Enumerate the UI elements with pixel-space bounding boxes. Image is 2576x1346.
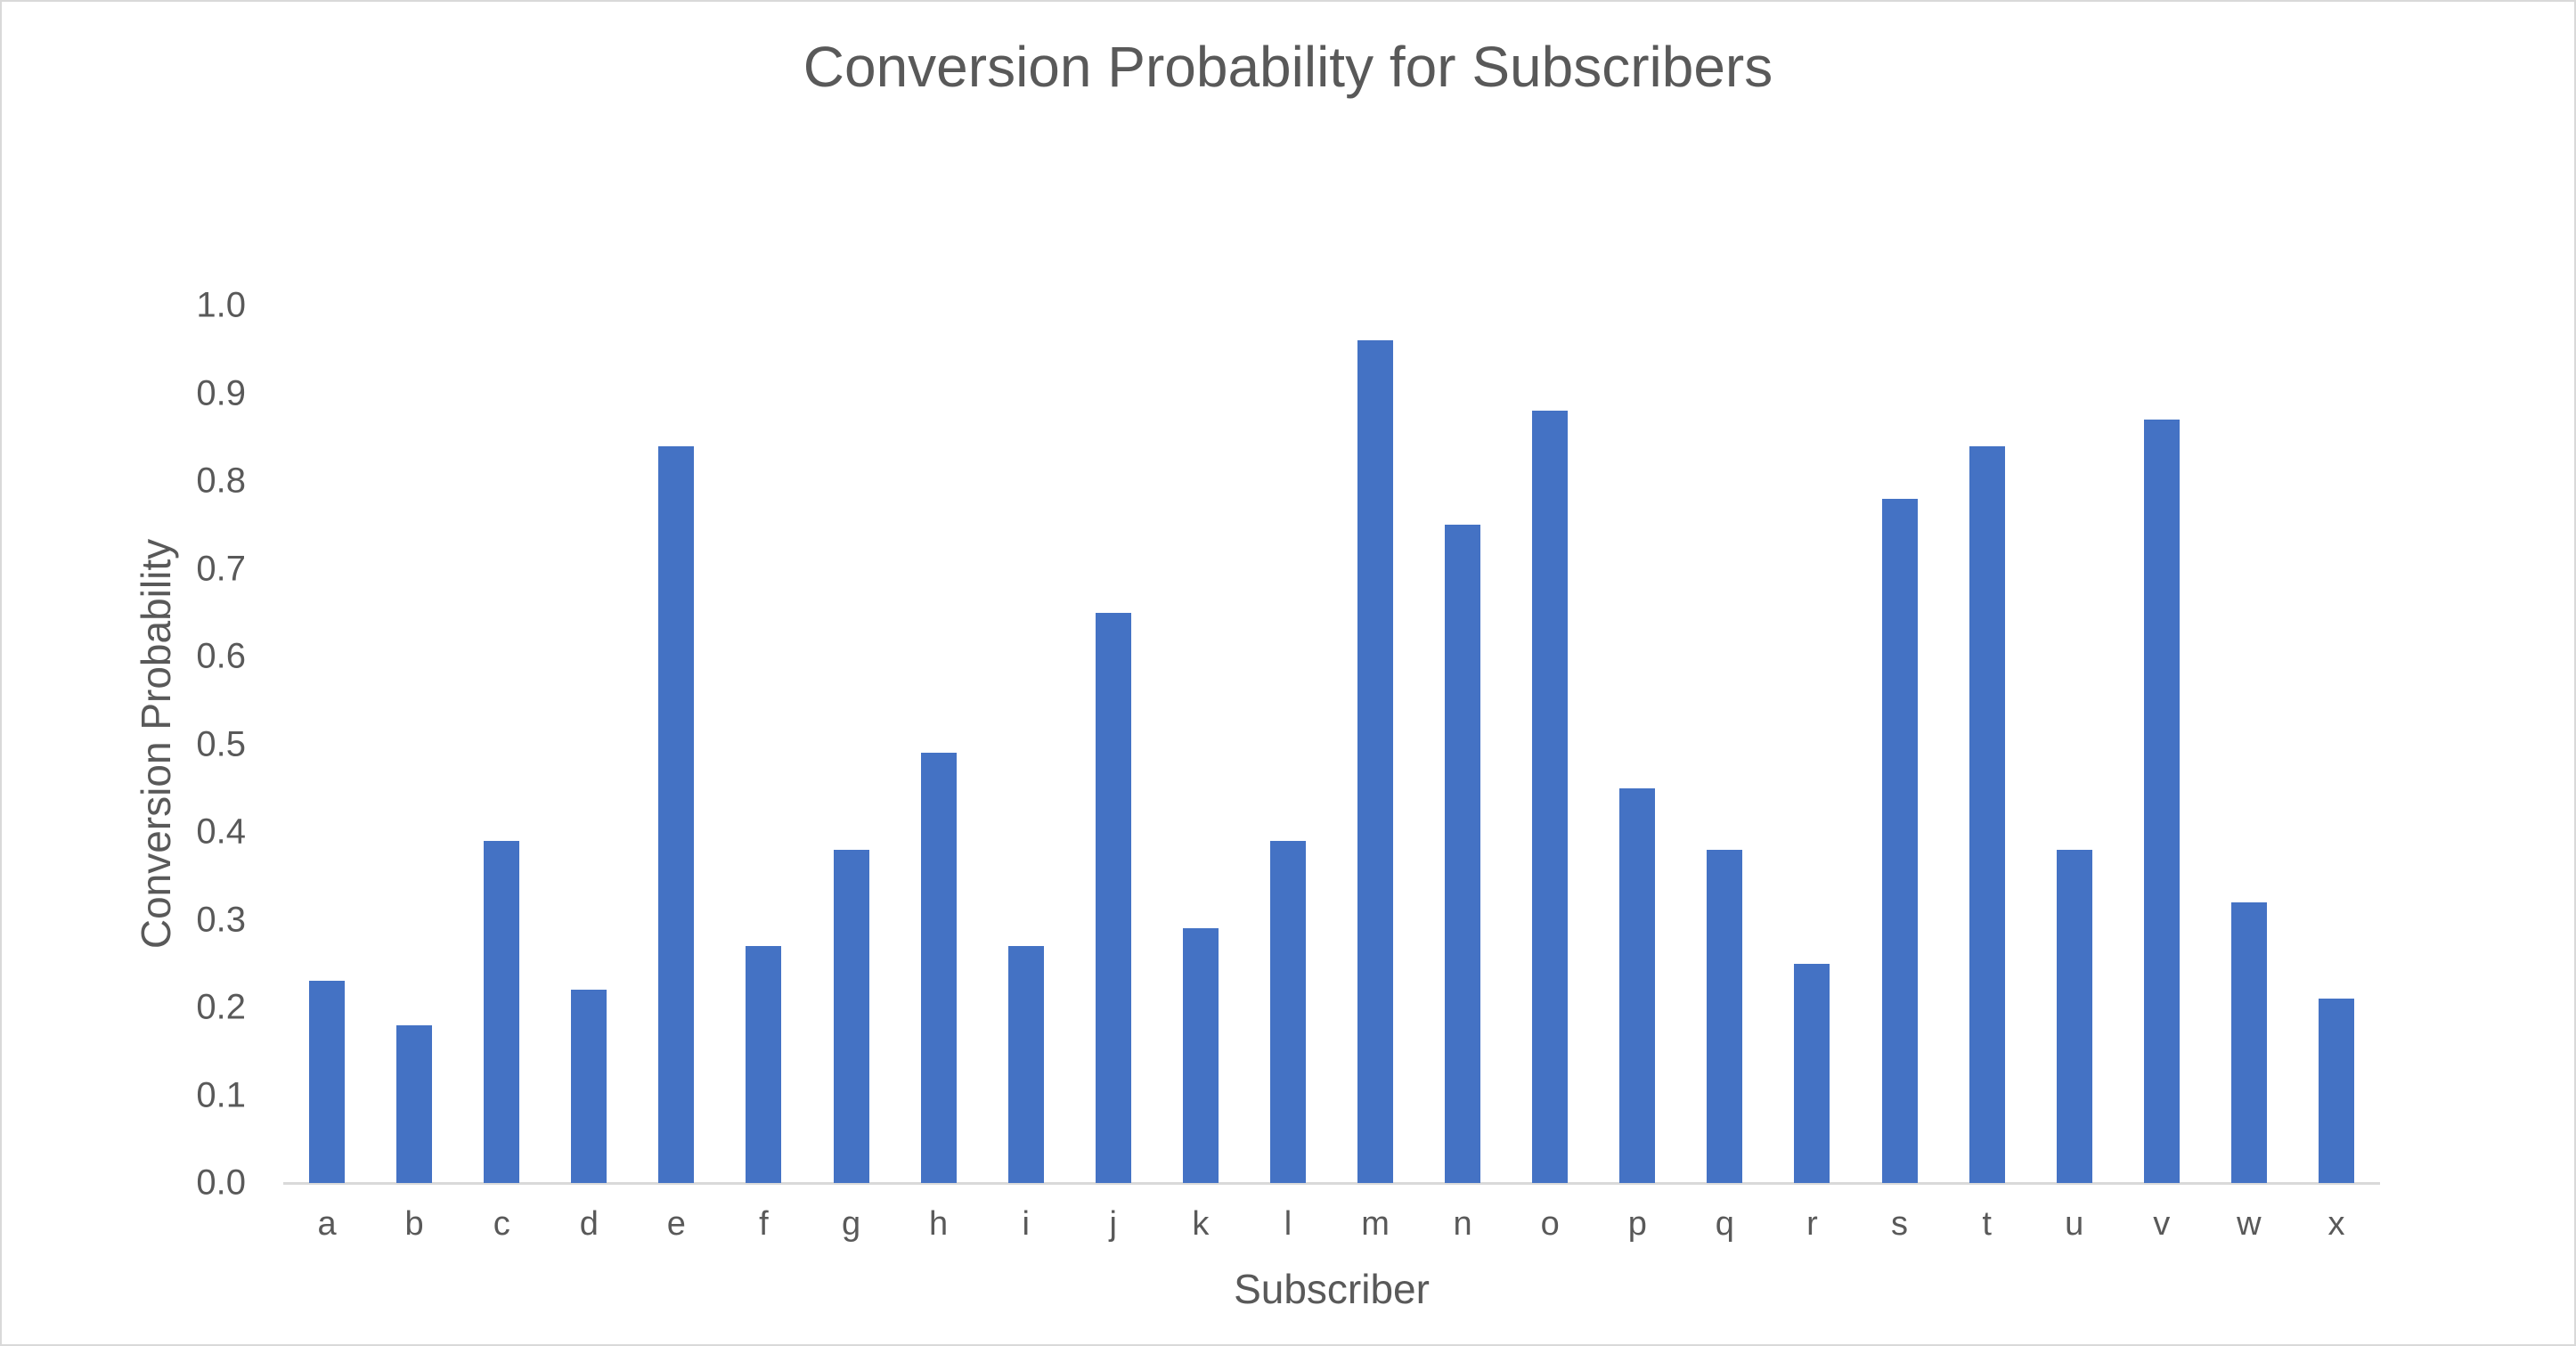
- bar-d: [571, 990, 607, 1183]
- y-tick-label: 0.9: [196, 373, 246, 412]
- bar-p: [1619, 787, 1656, 1183]
- x-tick-label: r: [1806, 1205, 1818, 1243]
- x-tick-label: o: [1540, 1205, 1560, 1243]
- x-tick-label: e: [666, 1205, 686, 1243]
- x-tick-label: b: [404, 1205, 424, 1243]
- x-tick-label: m: [1361, 1205, 1390, 1243]
- x-tick-label: a: [317, 1205, 337, 1243]
- y-tick-label: 0.0: [196, 1162, 246, 1203]
- x-axis-line: [283, 1182, 2380, 1185]
- x-tick-label: t: [1982, 1205, 1992, 1243]
- bar-g: [833, 849, 869, 1183]
- y-tick-label: 0.2: [196, 987, 246, 1027]
- x-axis-label: Subscriber: [1234, 1266, 1430, 1312]
- x-tick-label: x: [2327, 1205, 2345, 1243]
- bar-l: [1269, 840, 1306, 1183]
- bar-w: [2230, 901, 2267, 1183]
- y-tick-label: 0.3: [196, 900, 246, 939]
- bar-u: [2056, 849, 2092, 1183]
- bar-s: [1881, 498, 1918, 1183]
- plot-area: a b c d e f g h i j k l m n o p q r s t u v w x: [283, 306, 2380, 1243]
- bar-e: [658, 445, 695, 1183]
- x-tick-label: v: [2153, 1205, 2171, 1243]
- x-tick-label: s: [1891, 1205, 1909, 1243]
- x-tick-label: d: [579, 1205, 599, 1243]
- x-tick-label: g: [841, 1205, 861, 1243]
- bar-f: [746, 946, 782, 1183]
- bar-v: [2143, 420, 2180, 1183]
- bar-t: [1969, 445, 2005, 1183]
- bar-n: [1445, 525, 1481, 1183]
- chart-title: Conversion Probability for Subscribers: [803, 35, 1773, 99]
- y-tick-label: 0.5: [196, 724, 246, 763]
- bar-q: [1707, 849, 1743, 1183]
- y-tick-label: 0.4: [196, 812, 246, 852]
- bar-c: [484, 840, 520, 1183]
- x-tick-label: j: [1109, 1205, 1118, 1243]
- x-tick-label: i: [1022, 1205, 1030, 1243]
- bar-b: [396, 1024, 433, 1183]
- bar-m: [1357, 340, 1394, 1183]
- y-tick-label: 0.7: [196, 549, 246, 588]
- x-tick-label: q: [1715, 1205, 1734, 1243]
- x-tick-label: l: [1284, 1205, 1292, 1243]
- x-tick-label: f: [759, 1205, 769, 1243]
- y-tick-label: 0.6: [196, 636, 246, 676]
- bar-j: [1095, 612, 1131, 1183]
- x-tick-label: c: [493, 1205, 510, 1243]
- y-axis-ticks: 0.0 0.1 0.2 0.3 0.4 0.5 0.6 0.7 0.8 0.9 1.0: [0, 286, 246, 1203]
- x-tick-label: k: [1192, 1205, 1210, 1243]
- y-tick-label: 1.0: [196, 285, 246, 325]
- bar-a: [309, 981, 346, 1183]
- x-tick-label: h: [929, 1205, 949, 1243]
- y-tick-label: 0.1: [196, 1075, 246, 1114]
- bar-o: [1532, 411, 1569, 1183]
- bar-i: [1007, 946, 1044, 1183]
- y-tick-label: 0.8: [196, 461, 246, 501]
- x-tick-label: n: [1453, 1205, 1472, 1243]
- bar-x: [2318, 999, 2354, 1183]
- bar-k: [1182, 928, 1219, 1183]
- bar-h: [920, 753, 957, 1183]
- x-tick-label: u: [2065, 1205, 2084, 1243]
- x-tick-label: w: [2237, 1205, 2262, 1243]
- x-tick-label: p: [1627, 1205, 1647, 1243]
- bar-r: [1794, 963, 1830, 1183]
